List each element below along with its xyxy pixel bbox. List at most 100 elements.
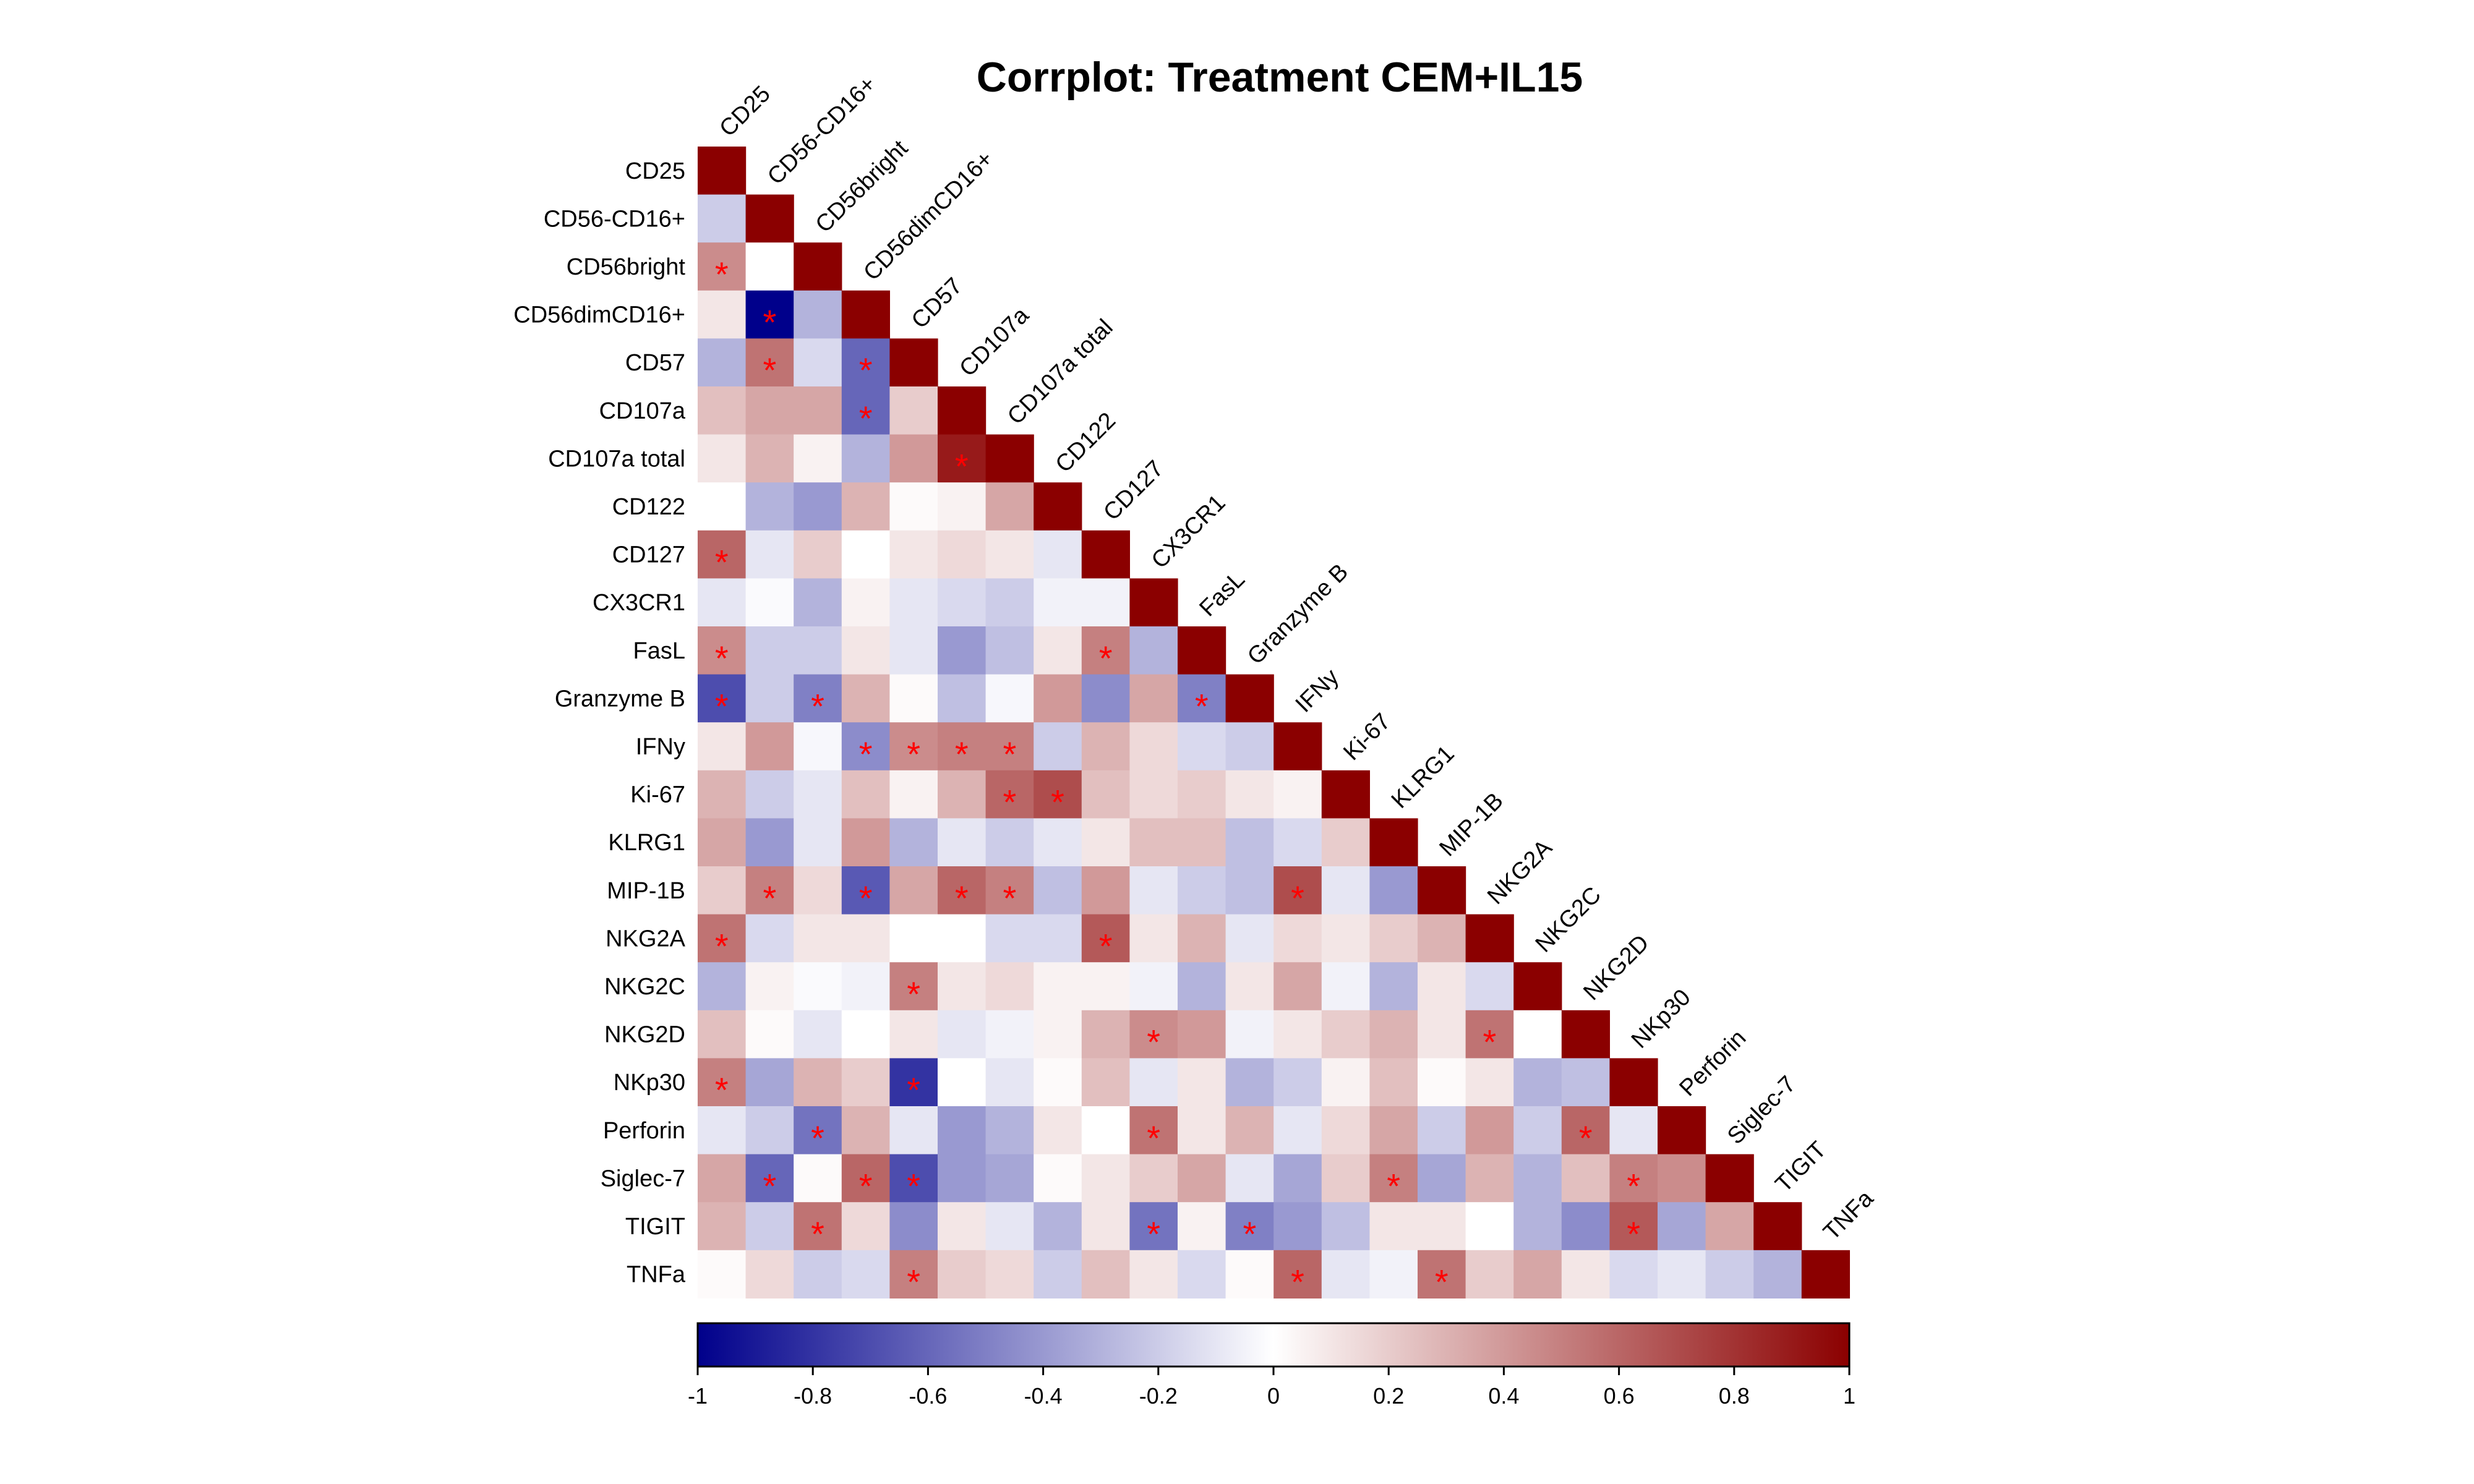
row-label: NKG2C (604, 974, 685, 1000)
column-label: TIGIT (1771, 1136, 1831, 1197)
significance-star: * (1579, 1119, 1593, 1158)
heatmap-cell (1369, 1058, 1418, 1107)
heatmap-cell (1753, 1250, 1802, 1298)
heatmap-cell (1418, 962, 1466, 1011)
heatmap-cell (1465, 1250, 1514, 1298)
heatmap-cell (794, 1010, 842, 1059)
heatmap-cell (1129, 962, 1178, 1011)
heatmap-cell (698, 434, 747, 483)
color-scale-tick-label: -0.8 (794, 1383, 832, 1409)
significance-star: * (1147, 1119, 1160, 1158)
heatmap-cell (841, 626, 890, 675)
heatmap-cell (1369, 962, 1418, 1011)
significance-star: * (715, 1070, 729, 1109)
significance-star: * (1051, 783, 1064, 822)
significance-star: * (715, 926, 729, 965)
heatmap-cell (1178, 1250, 1226, 1298)
heatmap-cell (841, 914, 890, 963)
heatmap-cell (841, 386, 890, 435)
heatmap-cell (1513, 1058, 1562, 1107)
heatmap-cell (841, 722, 890, 771)
heatmap-cell (985, 482, 1034, 531)
heatmap-cell (1705, 1154, 1754, 1203)
heatmap-cell (841, 530, 890, 579)
heatmap-cell (698, 818, 747, 867)
heatmap-cell (794, 242, 842, 291)
heatmap-cell (1321, 770, 1370, 819)
significance-star: * (1291, 879, 1304, 918)
heatmap-cell (938, 818, 987, 867)
row-label: CD107a total (548, 446, 685, 472)
heatmap-cell (841, 578, 890, 627)
significance-star: * (811, 1214, 824, 1253)
heatmap-cell (794, 962, 842, 1011)
heatmap-cell (889, 434, 938, 483)
heatmap-cell (698, 147, 747, 195)
heatmap-cell (1609, 1058, 1658, 1107)
heatmap-cell (1178, 674, 1226, 723)
significance-star: * (763, 879, 777, 918)
significance-star: * (1099, 926, 1113, 965)
heatmap-cell (1369, 866, 1418, 915)
heatmap-cell (745, 578, 794, 627)
heatmap-cell (889, 578, 938, 627)
significance-star: * (763, 1166, 777, 1205)
heatmap-cell (698, 770, 747, 819)
heatmap-cell (889, 1202, 938, 1251)
heatmap-cell (698, 482, 747, 531)
significance-star: * (1627, 1214, 1640, 1253)
row-label: CD57 (625, 350, 685, 376)
column-label: Ki-67 (1338, 709, 1395, 765)
heatmap-cell (1418, 1106, 1466, 1155)
significance-star: * (1003, 879, 1017, 918)
heatmap-cell (1321, 1106, 1370, 1155)
heatmap-cell (889, 626, 938, 675)
heatmap-cell (698, 1106, 747, 1155)
heatmap-cell (1129, 1250, 1178, 1298)
heatmap-cell (745, 674, 794, 723)
heatmap-cell (1034, 626, 1082, 675)
heatmap-cell (1658, 1250, 1706, 1298)
heatmap-cell (1513, 1202, 1562, 1251)
heatmap-cell (1465, 1010, 1514, 1059)
heatmap-cell (698, 1058, 747, 1107)
heatmap-cell (1321, 1010, 1370, 1059)
heatmap-cell (1081, 914, 1130, 963)
heatmap-cell (889, 482, 938, 531)
heatmap-cell (1178, 866, 1226, 915)
heatmap-cell (938, 434, 987, 483)
heatmap-cell (1369, 1250, 1418, 1298)
heatmap-cell (794, 866, 842, 915)
heatmap-cell (1369, 1010, 1418, 1059)
heatmap-cell (745, 338, 794, 387)
heatmap-cell (1034, 914, 1082, 963)
heatmap-cell (794, 434, 842, 483)
heatmap-cell (1273, 1154, 1322, 1203)
significance-star: * (715, 686, 729, 725)
heatmap-cell (938, 1250, 987, 1298)
heatmap-cell (1129, 1010, 1178, 1059)
heatmap-cell (1178, 914, 1226, 963)
column-label: Perforin (1674, 1025, 1751, 1102)
significance-star: * (1003, 783, 1017, 822)
heatmap-cell (1561, 1106, 1610, 1155)
heatmap-cell (841, 1058, 890, 1107)
color-scale-bar (696, 1322, 1851, 1368)
heatmap-cell (1178, 770, 1226, 819)
heatmap-cell (1034, 578, 1082, 627)
heatmap-cell (1513, 962, 1562, 1011)
significance-star: * (715, 543, 729, 582)
row-label: Ki-67 (630, 782, 685, 808)
heatmap-cell (889, 1058, 938, 1107)
heatmap-cell (1129, 1202, 1178, 1251)
heatmap-cell (745, 1058, 794, 1107)
row-label: NKp30 (614, 1070, 685, 1096)
heatmap-cell (938, 530, 987, 579)
heatmap-cell (938, 1154, 987, 1203)
column-label: CD122 (1051, 407, 1121, 477)
heatmap-cell (1418, 914, 1466, 963)
significance-star: * (907, 974, 920, 1013)
heatmap-cell (1273, 962, 1322, 1011)
heatmap-cell (698, 194, 747, 243)
heatmap-cell (938, 386, 987, 435)
